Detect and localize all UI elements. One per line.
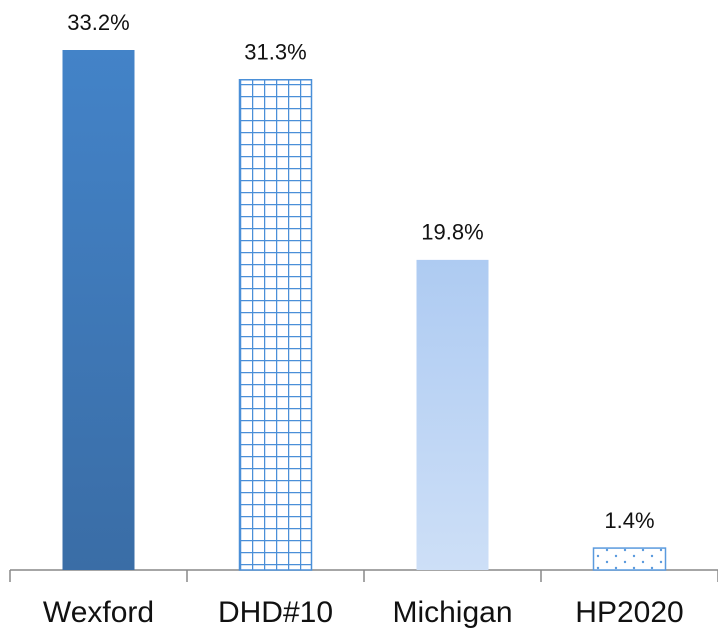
bar [592, 547, 667, 571]
bar [62, 50, 135, 570]
value-label: 33.2% [67, 10, 129, 35]
x-tick-label: DHD#10 [218, 596, 333, 629]
value-label: 1.4% [604, 508, 654, 533]
x-tick-label: Wexford [43, 596, 154, 629]
x-tick-label: Michigan [392, 596, 512, 629]
bar [238, 79, 313, 571]
value-label: 31.3% [244, 40, 306, 65]
x-tick-label: HP2020 [575, 596, 683, 629]
value-label: 19.8% [421, 220, 483, 245]
bar [416, 259, 489, 570]
